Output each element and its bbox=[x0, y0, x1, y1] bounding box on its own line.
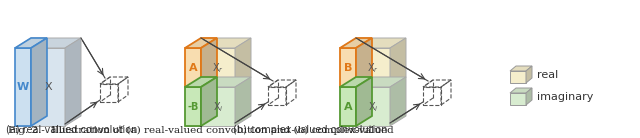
Polygon shape bbox=[185, 77, 217, 87]
Polygon shape bbox=[356, 38, 372, 87]
Polygon shape bbox=[185, 48, 235, 87]
Polygon shape bbox=[201, 77, 217, 126]
Polygon shape bbox=[185, 38, 217, 48]
Text: X$_i$: X$_i$ bbox=[368, 100, 378, 114]
Text: A: A bbox=[189, 63, 197, 73]
Polygon shape bbox=[340, 48, 390, 87]
Text: X$_r$: X$_r$ bbox=[367, 61, 379, 75]
Text: (a) real-valued convolution: (a) real-valued convolution bbox=[6, 125, 138, 135]
Polygon shape bbox=[526, 88, 532, 105]
Polygon shape bbox=[340, 48, 356, 87]
Polygon shape bbox=[356, 77, 372, 126]
Polygon shape bbox=[185, 48, 201, 87]
Polygon shape bbox=[340, 77, 372, 87]
Text: imaginary: imaginary bbox=[537, 92, 593, 102]
Polygon shape bbox=[340, 38, 406, 48]
Polygon shape bbox=[510, 93, 526, 105]
Polygon shape bbox=[65, 38, 81, 126]
Polygon shape bbox=[185, 87, 201, 126]
Text: A: A bbox=[344, 102, 352, 112]
Text: X$_i$: X$_i$ bbox=[212, 100, 223, 114]
Polygon shape bbox=[31, 38, 47, 126]
Text: W: W bbox=[17, 82, 29, 92]
Polygon shape bbox=[510, 66, 532, 71]
Text: X: X bbox=[44, 82, 52, 92]
Text: Fig. 2.   Illustration of (a) real-valued convolution and (b) complex-valued: Fig. 2. Illustration of (a) real-valued … bbox=[8, 126, 394, 135]
Polygon shape bbox=[201, 38, 217, 87]
Polygon shape bbox=[185, 87, 235, 126]
Text: real: real bbox=[537, 70, 558, 80]
Text: X$_r$: X$_r$ bbox=[212, 61, 224, 75]
Polygon shape bbox=[340, 38, 372, 48]
Polygon shape bbox=[15, 38, 81, 48]
Polygon shape bbox=[390, 77, 406, 126]
Text: -B: -B bbox=[188, 102, 198, 112]
Polygon shape bbox=[340, 87, 390, 126]
Polygon shape bbox=[15, 38, 47, 48]
Polygon shape bbox=[340, 87, 356, 126]
Polygon shape bbox=[235, 38, 251, 87]
Polygon shape bbox=[15, 48, 31, 126]
Polygon shape bbox=[510, 71, 526, 83]
Polygon shape bbox=[526, 66, 532, 83]
Text: B: B bbox=[344, 63, 352, 73]
Polygon shape bbox=[185, 77, 251, 87]
Polygon shape bbox=[340, 77, 406, 87]
Polygon shape bbox=[235, 77, 251, 126]
Polygon shape bbox=[390, 38, 406, 87]
Polygon shape bbox=[510, 88, 532, 93]
Polygon shape bbox=[185, 38, 251, 48]
Text: (b) complex-valued convolution: (b) complex-valued convolution bbox=[233, 125, 387, 135]
Polygon shape bbox=[15, 48, 65, 126]
